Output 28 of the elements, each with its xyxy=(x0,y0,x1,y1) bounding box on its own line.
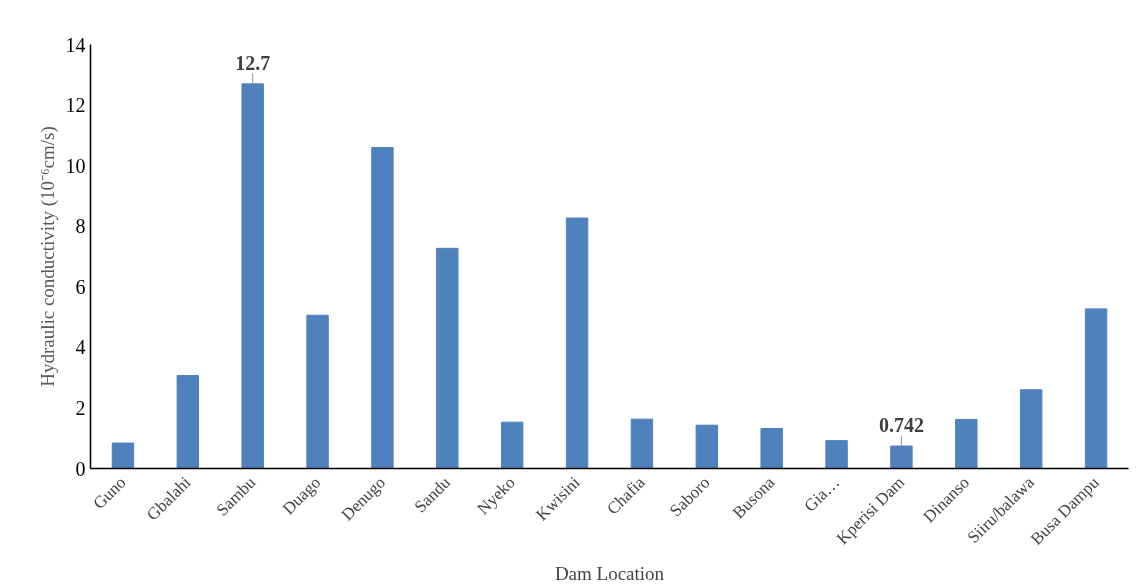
data-label: 12.7 xyxy=(235,51,271,74)
bar xyxy=(565,217,589,469)
y-axis-title: Hydraulic conductivity (10⁻⁶cm/s) xyxy=(36,126,59,387)
bar xyxy=(1019,389,1043,469)
y-tick-label: 2 xyxy=(75,396,86,419)
bar xyxy=(955,418,978,469)
bar xyxy=(890,445,913,469)
bar xyxy=(371,146,394,469)
bar xyxy=(1084,308,1108,469)
bar xyxy=(241,83,264,469)
y-tick-label: 6 xyxy=(75,275,86,298)
x-axis-title: Dam Location xyxy=(554,563,665,585)
y-tick-label: 12 xyxy=(65,94,86,117)
bar xyxy=(111,442,135,469)
bar xyxy=(630,418,654,469)
data-label: 0.742 xyxy=(878,413,924,436)
y-tick-label: 8 xyxy=(75,215,86,238)
bar xyxy=(825,440,848,469)
bar xyxy=(500,421,524,469)
bar xyxy=(306,314,329,469)
y-tick-label: 4 xyxy=(75,336,86,359)
y-tick-label: 14 xyxy=(65,33,86,56)
bar xyxy=(760,428,783,469)
bar xyxy=(436,247,459,469)
y-tick-label: 10 xyxy=(65,154,86,177)
bar xyxy=(176,375,200,469)
y-tick-label: 0 xyxy=(75,457,86,480)
bar xyxy=(695,424,719,469)
